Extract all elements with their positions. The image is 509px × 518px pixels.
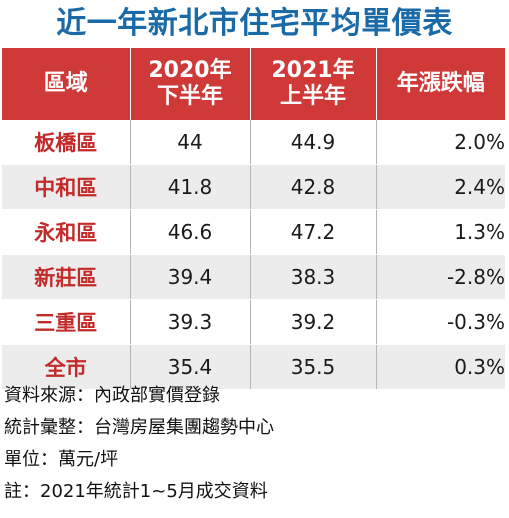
cell-2020: 39.4 xyxy=(130,254,251,300)
page-title: 近一年新北市住宅平均單價表 xyxy=(56,6,453,41)
cell-region: 新莊區 xyxy=(2,254,131,300)
cell-change: -2.8% xyxy=(376,254,505,300)
cell-change: -0.3% xyxy=(376,299,505,345)
cell-2020: 44 xyxy=(130,120,251,165)
header-2021-half: 上半年 xyxy=(279,84,346,109)
header-2021-h1: 2021年 上半年 xyxy=(250,48,377,120)
cell-region: 全市 xyxy=(2,344,131,390)
cell-change: 2.4% xyxy=(376,164,505,210)
cell-2021: 42.8 xyxy=(250,164,377,210)
header-2020-h2: 2020年 下半年 xyxy=(130,48,251,120)
cell-2020: 46.6 xyxy=(130,209,251,255)
table-row: 永和區 46.6 47.2 1.3% xyxy=(2,209,505,255)
price-table: 區域 2020年 下半年 2021年 上半年 年漲跌幅 板橋區 44 44.9 … xyxy=(2,48,505,390)
period-note: 註：2021年統計1~5月成交資料 xyxy=(4,481,268,502)
cell-change: 0.3% xyxy=(376,344,505,390)
table-row: 三重區 39.3 39.2 -0.3% xyxy=(2,299,505,345)
unit-note: 單位：萬元/坪 xyxy=(4,449,119,470)
header-change: 年漲跌幅 xyxy=(376,48,505,120)
table-row: 全市 35.4 35.5 0.3% xyxy=(2,344,505,390)
compiler-note: 統計彙整：台灣房屋集團趨勢中心 xyxy=(4,417,274,438)
cell-2020: 39.3 xyxy=(130,299,251,345)
cell-2021: 35.5 xyxy=(250,344,377,390)
header-region: 區域 xyxy=(2,48,131,120)
header-2021-year: 2021年 xyxy=(271,58,355,83)
cell-2021: 38.3 xyxy=(250,254,377,300)
cell-2021: 39.2 xyxy=(250,299,377,345)
cell-2021: 44.9 xyxy=(250,120,377,165)
cell-change: 2.0% xyxy=(376,120,505,165)
table-row: 中和區 41.8 42.8 2.4% xyxy=(2,164,505,210)
cell-region: 板橋區 xyxy=(2,120,131,165)
footnotes: 資料來源：內政部實價登錄 統計彙整：台灣房屋集團趨勢中心 單位：萬元/坪 註：2… xyxy=(4,380,504,508)
header-2020-year: 2020年 xyxy=(148,58,232,83)
cell-region: 中和區 xyxy=(2,164,131,210)
cell-region: 三重區 xyxy=(2,299,131,345)
cell-2021: 47.2 xyxy=(250,209,377,255)
cell-change: 1.3% xyxy=(376,209,505,255)
source-note: 資料來源：內政部實價登錄 xyxy=(4,385,220,406)
header-2020-half: 下半年 xyxy=(156,84,223,109)
cell-2020: 35.4 xyxy=(130,344,251,390)
cell-2020: 41.8 xyxy=(130,164,251,210)
table-header-row: 區域 2020年 下半年 2021年 上半年 年漲跌幅 xyxy=(2,48,505,120)
table-row: 板橋區 44 44.9 2.0% xyxy=(2,120,505,165)
table-row: 新莊區 39.4 38.3 -2.8% xyxy=(2,254,505,300)
cell-region: 永和區 xyxy=(2,209,131,255)
